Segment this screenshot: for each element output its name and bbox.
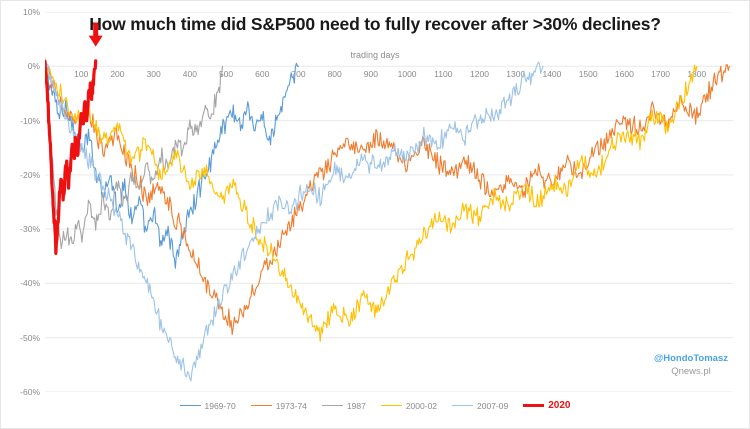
legend-item-2007-09[interactable]: 2007-09 bbox=[452, 401, 508, 411]
x-axis-tick: 1300 bbox=[506, 69, 526, 80]
x-axis-tick: 1800 bbox=[687, 69, 707, 80]
legend-label: 1987 bbox=[346, 400, 366, 411]
y-axis-tick: 10% bbox=[22, 7, 40, 17]
series-line-2000-02 bbox=[45, 57, 698, 343]
legend-swatch-icon bbox=[380, 405, 402, 406]
series-line-1973-74 bbox=[45, 61, 730, 336]
plot-area bbox=[45, 12, 733, 392]
x-axis-tick: 800 bbox=[327, 69, 342, 80]
chart-legend: 1969-70 1973-74 1987 2000-02 2007-09 2020 bbox=[0, 400, 750, 411]
x-axis-tick: 400 bbox=[182, 69, 197, 80]
series-line-1987 bbox=[45, 61, 223, 249]
x-axis-tick: 300 bbox=[146, 69, 161, 80]
gridlines bbox=[45, 12, 733, 392]
x-axis-tick: 100 bbox=[74, 69, 89, 80]
legend-item-2020[interactable]: 2020 bbox=[523, 400, 570, 411]
y-axis-tick: -40% bbox=[20, 278, 40, 289]
legend-item-1969-70[interactable]: 1969-70 bbox=[179, 400, 236, 411]
legend-swatch-icon bbox=[452, 405, 474, 406]
y-axis-tick: -60% bbox=[20, 387, 40, 397]
legend-swatch-icon bbox=[523, 404, 545, 407]
watermark: @HondoTomasz Qnews.pl bbox=[654, 352, 728, 378]
y-axis-tick: -50% bbox=[20, 332, 40, 343]
y-axis-tick: 0% bbox=[27, 61, 40, 72]
legend-label: 2020 bbox=[548, 400, 571, 411]
x-axis-tick: 1500 bbox=[578, 69, 598, 80]
x-axis-tick: 200 bbox=[110, 69, 125, 80]
red-down-arrow-icon bbox=[88, 22, 103, 47]
legend-swatch-icon bbox=[179, 405, 201, 406]
y-axis-tick: -20% bbox=[20, 169, 40, 180]
x-axis-tick: 1000 bbox=[397, 69, 417, 80]
x-axis-tick: 700 bbox=[291, 69, 306, 80]
legend-item-1987[interactable]: 1987 bbox=[321, 400, 366, 411]
y-axis-tick: -30% bbox=[20, 224, 40, 235]
watermark-handle: @HondoTomasz bbox=[653, 353, 728, 364]
series-line-2007-09 bbox=[45, 61, 544, 382]
legend-label: 1973-74 bbox=[275, 400, 307, 411]
legend-item-1973-74[interactable]: 1973-74 bbox=[250, 400, 307, 411]
x-axis-tick: 900 bbox=[363, 69, 378, 80]
legend-label: 2000-02 bbox=[405, 400, 438, 411]
y-axis-tick: -10% bbox=[20, 115, 40, 126]
series-line-1969-70 bbox=[45, 59, 300, 269]
x-axis-tick: 1400 bbox=[542, 69, 562, 80]
chart-title: How much time did S&P500 need to fully r… bbox=[89, 14, 661, 34]
legend-label: 2007-09 bbox=[477, 400, 509, 411]
x-axis-tick: 1200 bbox=[470, 69, 489, 80]
chart-svg bbox=[45, 12, 733, 392]
legend-swatch-icon bbox=[250, 405, 272, 406]
x-axis-tick: 600 bbox=[255, 69, 270, 80]
legend-swatch-icon bbox=[321, 405, 343, 406]
x-axis-tick: 500 bbox=[218, 69, 234, 80]
legend-item-2000-02[interactable]: 2000-02 bbox=[380, 400, 438, 411]
watermark-site: Qnews.pl bbox=[671, 366, 711, 377]
series-line-2020 bbox=[45, 59, 98, 256]
x-axis-tick: 1100 bbox=[434, 69, 453, 80]
x-axis-label: trading days bbox=[350, 50, 400, 60]
legend-label: 1969-70 bbox=[204, 400, 236, 411]
x-axis-tick: 1700 bbox=[651, 69, 671, 80]
x-axis-tick: 1600 bbox=[614, 69, 634, 80]
